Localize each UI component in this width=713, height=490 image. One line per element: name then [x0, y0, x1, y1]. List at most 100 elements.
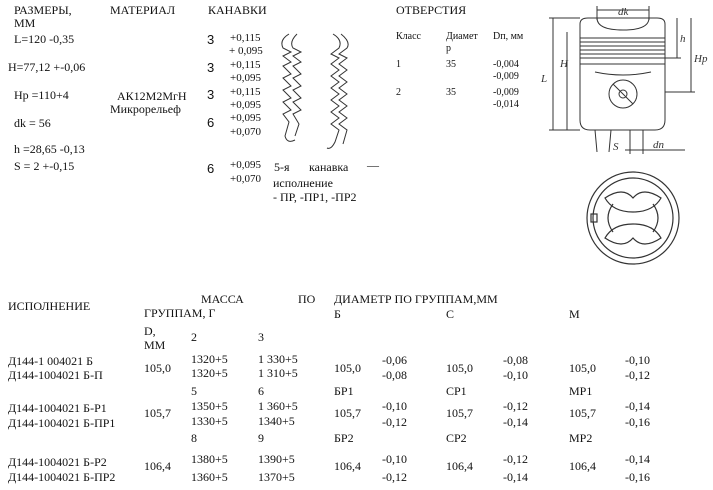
groove-2-lower: +0,095 [230, 72, 261, 84]
row2-group-num-2: 8 [191, 431, 197, 445]
row2-group-M: МР2 [569, 431, 593, 445]
spec-S: S = 2 +-0,15 [14, 159, 75, 173]
row3-b-tol1: -0,10 [382, 452, 407, 466]
row2-m-val: 105,7 [569, 406, 596, 420]
piston-side-view: dk h Hp H L S dп [540, 6, 708, 154]
dim-L-label: L [540, 73, 547, 85]
row1-m3a: 1 330+5 [258, 352, 298, 366]
row3-exec1: Д144-1004021 Б-Р2 [8, 455, 107, 469]
groove-note-b: канавка [309, 160, 349, 174]
row3-c-tol2: -0,14 [503, 470, 528, 484]
row2-group-C: СР2 [446, 431, 467, 445]
table-col-M: М [569, 307, 580, 321]
row2-m-tol2: -0,16 [625, 415, 650, 429]
table-col-C: С [446, 307, 455, 321]
groove-4-count: 6 [207, 115, 215, 130]
spec-L: L=120 -0,35 [14, 32, 75, 46]
row1-group-num-2: 5 [191, 384, 197, 398]
groove-note-c: — [367, 158, 379, 172]
row3-m3a: 1390+5 [258, 452, 295, 466]
row2-c-tol1: -0,12 [503, 399, 528, 413]
table-mass-word1: МАССА [201, 292, 244, 306]
groove-5-lower: +0,070 [230, 173, 261, 185]
groove-1-count: 3 [207, 32, 215, 47]
row1-c-val: 105,0 [446, 361, 473, 375]
spec-Hp: Hp =110+4 [14, 88, 69, 102]
table-col-B: Б [334, 307, 341, 321]
table-group-3: 3 [258, 330, 264, 344]
hole-1-diam: 35 [446, 59, 456, 70]
holes-header: ОТВЕРСТИЯ [396, 3, 467, 17]
row2-m-tol1: -0,14 [625, 399, 650, 413]
row2-m2a: 1350+5 [191, 399, 228, 413]
row1-exec2: Д144-1004021 Б-П [8, 368, 103, 382]
dim-H-label: H [559, 58, 569, 70]
specs-header-unit: ММ [14, 16, 36, 30]
holes-col-diam-2: р [446, 43, 451, 54]
row3-c-val: 106,4 [446, 459, 473, 473]
spec-dk: dk = 56 [14, 116, 51, 130]
material-line2: Микрорельеф [110, 102, 181, 116]
spec-H: H=77,12 +-0,06 [8, 60, 86, 74]
groove-3-count: 3 [207, 87, 215, 102]
table-mass-line2: ГРУППАМ, Г [144, 306, 216, 320]
row3-m-tol2: -0,16 [625, 470, 650, 484]
row1-b-val: 105,0 [334, 361, 361, 375]
row2-d: 105,7 [144, 406, 171, 420]
groove-note-line2: исполнение [273, 176, 333, 190]
groove-2-upper: +0,115 [230, 59, 261, 71]
row2-m3a: 1 360+5 [258, 399, 298, 413]
row1-c-tol2: -0,10 [503, 368, 528, 382]
row1-c-tol1: -0,08 [503, 353, 528, 367]
row2-b-tol1: -0,10 [382, 399, 407, 413]
hole-2-diam: 35 [446, 87, 456, 98]
row3-b-val: 106,4 [334, 459, 361, 473]
hole-1-class: 1 [396, 59, 401, 70]
row1-group-B: БР1 [334, 384, 354, 398]
hole-1-tol1: -0,004 [493, 59, 519, 70]
table-col-exec: ИСПОЛНЕНИЕ [8, 299, 91, 313]
groove-5-upper: +0,095 [230, 159, 261, 171]
row3-d: 106,4 [144, 459, 171, 473]
dim-dk-label: dk [618, 6, 630, 18]
groove-3-lower: +0,095 [230, 99, 261, 111]
groove-4-upper: +0,095 [230, 112, 261, 124]
groove-2-count: 3 [207, 60, 215, 75]
table-d-label: D, [144, 324, 156, 338]
dim-dn-label: dп [653, 139, 665, 151]
row1-m-val: 105,0 [569, 361, 596, 375]
piston-top-view [586, 171, 680, 265]
row1-m-tol2: -0,12 [625, 368, 650, 382]
table-mass-word2: ПО [298, 292, 316, 306]
row1-m-tol1: -0,10 [625, 353, 650, 367]
table-d-unit: ММ [144, 338, 166, 352]
groove-1-upper: +0,115 [230, 32, 261, 44]
row1-b-tol2: -0,08 [382, 368, 407, 382]
groove-note-line3: - ПР, -ПР1, -ПР2 [273, 190, 357, 204]
row2-c-val: 105,7 [446, 406, 473, 420]
material-header: МАТЕРИАЛ [110, 3, 176, 17]
row1-d: 105,0 [144, 361, 171, 375]
row1-m2b: 1320+5 [191, 366, 228, 380]
row3-m2a: 1380+5 [191, 452, 228, 466]
dim-S-label: S [613, 141, 619, 153]
row1-exec1: Д144-1 004021 Б [8, 354, 94, 368]
hole-2-tol1: -0,009 [493, 87, 519, 98]
hole-1-tol2: -0,009 [493, 71, 519, 82]
table-diam-header: ДИАМЕТР ПО ГРУППАМ,ММ [334, 292, 498, 306]
row2-m2b: 1330+5 [191, 414, 228, 428]
hole-2-class: 2 [396, 87, 401, 98]
groove-4-lower: +0,070 [230, 126, 261, 138]
row3-exec2: Д144-1004021 Б-ПР2 [8, 470, 116, 484]
row1-b-tol1: -0,06 [382, 353, 407, 367]
row3-m3b: 1370+5 [258, 470, 295, 484]
dim-hp-label: Hp [693, 53, 708, 65]
row3-b-tol2: -0,12 [382, 470, 407, 484]
groove-profile-drawing [281, 33, 349, 149]
row2-group-B: БР2 [334, 431, 354, 445]
specs-header: РАЗМЕРЫ, [14, 3, 72, 17]
row2-exec2: Д144-1004021 Б-ПР1 [8, 416, 116, 430]
row3-m2b: 1360+5 [191, 470, 228, 484]
row2-c-tol2: -0,14 [503, 415, 528, 429]
groove-note-a: 5-я [274, 160, 290, 174]
